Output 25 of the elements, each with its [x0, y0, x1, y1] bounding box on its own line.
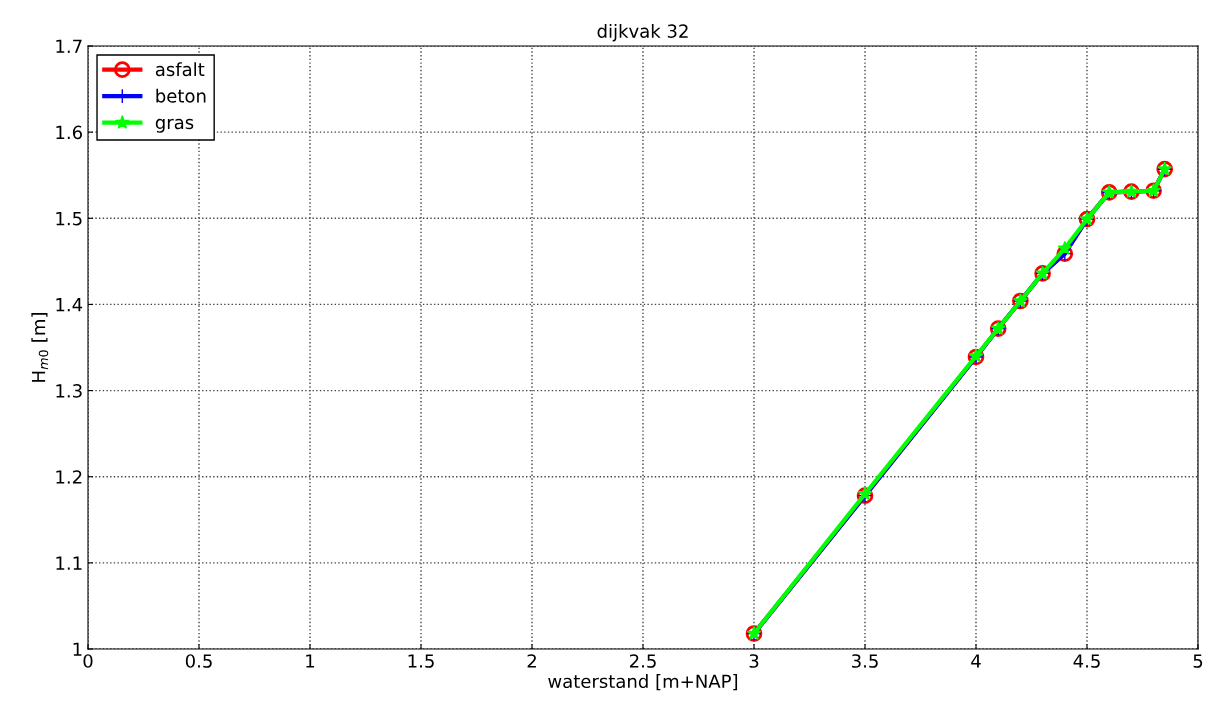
- x-tick-label: 0: [83, 654, 93, 668]
- x-tick-label: 3.5: [852, 654, 878, 668]
- chart-title: dijkvak 32: [597, 23, 688, 42]
- y-tick-label: 1.7: [56, 39, 82, 53]
- x-tick-label: 5: [1193, 654, 1203, 668]
- x-tick-label: 2: [527, 654, 536, 668]
- y-tick-label: 1.6: [56, 125, 82, 140]
- x-tick-label: 4: [971, 654, 981, 668]
- x-tick-label: 3: [749, 654, 759, 668]
- y-tick-label: 1.3: [56, 384, 82, 398]
- y-tick-label: 1.2: [56, 470, 82, 484]
- x-axis-title: waterstand [m+NAP]: [548, 674, 738, 691]
- y-tick-label: 1.4: [56, 298, 83, 312]
- legend-label: asfalt: [155, 62, 205, 77]
- y-tick-label: 1.1: [56, 556, 82, 570]
- y-tick-label: 1.5: [56, 211, 82, 226]
- legend-label: beton: [156, 88, 206, 103]
- legend-label: gras: [155, 118, 194, 133]
- x-tick-label: 2.5: [629, 654, 656, 668]
- x-tick-label: 4.5: [1073, 654, 1100, 668]
- y-tick-label: 1: [73, 642, 82, 656]
- x-tick-label: 1.5: [408, 654, 434, 668]
- y-axis-title: H$_{m0}$ [m]: [31, 313, 49, 382]
- x-tick-label: 0.5: [185, 654, 212, 668]
- x-tick-label: 1: [306, 654, 315, 668]
